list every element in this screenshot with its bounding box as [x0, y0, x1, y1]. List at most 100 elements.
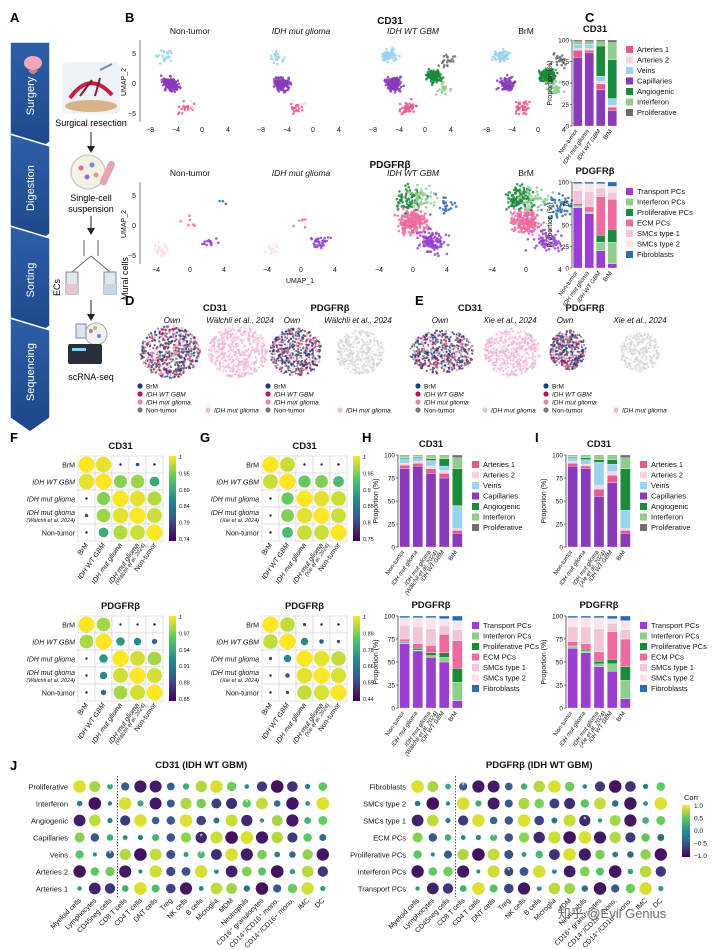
umap-point	[159, 344, 162, 347]
umap-point	[295, 371, 298, 374]
umap-point	[354, 366, 357, 369]
umap-point	[160, 364, 163, 367]
umap-point	[319, 236, 323, 240]
umap-point	[449, 201, 453, 204]
umap-point	[208, 342, 211, 345]
panel-label-G: G	[200, 430, 210, 445]
legend-swatch	[626, 251, 633, 258]
umap-point	[398, 218, 401, 221]
umap-point	[152, 363, 155, 366]
umap-point	[162, 372, 165, 375]
umap-point	[536, 226, 540, 229]
umap-point	[368, 340, 372, 343]
umap-point	[429, 202, 433, 205]
umap-point	[222, 361, 225, 365]
umap-point	[499, 53, 502, 56]
umap-point	[170, 83, 174, 87]
umap-xlabel: UMAP_1	[286, 278, 314, 285]
umap-point	[529, 187, 532, 191]
panel-label-J: J	[10, 758, 17, 773]
umap-point	[427, 72, 430, 76]
bar-segment	[573, 48, 583, 51]
umap-point	[181, 334, 184, 338]
legend-swatch	[626, 209, 633, 216]
umap-point	[377, 348, 380, 351]
umap-point	[252, 331, 256, 334]
umap-point	[443, 89, 446, 92]
umap-point	[295, 353, 298, 356]
umap-point	[400, 193, 404, 196]
umap-point	[443, 344, 447, 347]
umap-point	[278, 81, 282, 84]
umap-point	[170, 51, 173, 55]
umap-point	[363, 364, 366, 367]
umap-point	[445, 339, 448, 342]
umap-point	[297, 360, 300, 363]
umap-point	[530, 203, 533, 206]
bar-segment	[584, 41, 594, 45]
umap-point	[555, 57, 558, 60]
umap-point	[530, 217, 533, 220]
umap-point	[396, 78, 400, 81]
umap-point	[303, 334, 306, 337]
umap-point	[446, 243, 450, 247]
umap-point	[434, 239, 438, 243]
umap-point	[511, 197, 515, 201]
umap-point	[366, 352, 369, 356]
umap-point	[185, 340, 188, 343]
umap-group-title: BrM	[518, 168, 534, 178]
umap-point	[232, 336, 235, 339]
umap-point	[231, 339, 234, 342]
umap-point	[448, 356, 451, 359]
umap-point	[416, 213, 419, 217]
umap-point	[385, 78, 389, 81]
umap-point	[318, 355, 321, 358]
umap-point	[356, 341, 359, 344]
umap-point	[208, 349, 211, 352]
umap-point	[231, 368, 234, 371]
umap-point	[211, 344, 214, 347]
umap-point	[444, 86, 448, 90]
umap-point	[238, 357, 241, 360]
umap-point	[555, 60, 559, 64]
umap-point	[369, 347, 372, 350]
umap-point	[243, 363, 247, 366]
umap-point	[555, 215, 559, 219]
umap-point	[423, 216, 426, 220]
umap-point	[184, 348, 187, 351]
umap-xtick: 4	[449, 127, 453, 134]
umap-point	[375, 349, 378, 352]
umap-point	[425, 197, 429, 200]
umap-point	[370, 369, 374, 372]
umap-point	[409, 233, 412, 237]
umap-point	[491, 55, 494, 59]
umap-point	[416, 183, 419, 187]
umap-point	[522, 112, 525, 115]
umap-point	[188, 352, 191, 355]
umap-point	[238, 368, 241, 371]
umap-point	[263, 356, 266, 359]
umap-point	[253, 363, 256, 366]
umap-xtick: 0	[411, 267, 415, 274]
umap-point	[433, 253, 437, 256]
umap-point	[368, 331, 371, 335]
umap-point	[287, 369, 290, 372]
umap-point	[521, 105, 525, 109]
umap-point	[154, 358, 157, 361]
umap-point	[345, 366, 348, 369]
umap-point	[313, 240, 317, 243]
panel-E-ref-2: Xie et al., 2024	[612, 316, 667, 325]
panel-label-F: F	[10, 430, 18, 445]
umap-point	[176, 79, 180, 82]
umap-point	[185, 351, 188, 354]
umap-xtick: 4	[226, 127, 230, 134]
umap-point	[283, 339, 286, 342]
umap-point	[264, 358, 267, 361]
umap-point	[166, 338, 169, 341]
umap-point	[250, 328, 253, 331]
umap-point	[244, 368, 247, 371]
umap-point	[297, 365, 300, 368]
umap-point	[451, 203, 454, 206]
umap-point	[176, 328, 179, 331]
umap-point	[172, 358, 175, 361]
